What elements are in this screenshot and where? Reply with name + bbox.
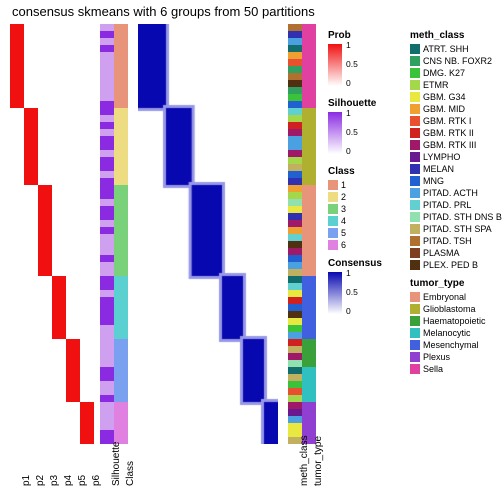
xlabel-p4: p4	[63, 475, 74, 486]
track-silhouette	[100, 24, 114, 444]
legend-Prob: Prob10.50	[328, 30, 406, 90]
track-p5	[66, 24, 80, 444]
track-class	[114, 24, 128, 444]
track-tumor_type	[302, 24, 316, 444]
track-p4	[52, 24, 66, 444]
xlabel-class: Class	[125, 461, 136, 486]
track-p3	[38, 24, 52, 444]
legend-Silhouette: Silhouette10.50	[328, 98, 406, 158]
chart-title: consensus skmeans with 6 groups from 50 …	[12, 4, 315, 19]
xlabel-silhouette: Silhouette	[111, 442, 122, 486]
heatmap	[10, 24, 320, 444]
legend-Consensus: Consensus10.50	[328, 258, 406, 318]
xlabel-tumor_type: tumor_type	[313, 436, 324, 486]
xlabel-p6: p6	[91, 475, 102, 486]
xlabel-p5: p5	[77, 475, 88, 486]
track-p2	[24, 24, 38, 444]
xlabel-p2: p2	[35, 475, 46, 486]
track-consensus	[138, 24, 278, 444]
xlabel-p1: p1	[21, 475, 32, 486]
track-p6	[80, 24, 94, 444]
track-p1	[10, 24, 24, 444]
xlabel-meth_class: meth_class	[299, 435, 310, 486]
legend-meth_class: meth_classATRT. SHHCNS NB. FOXR2DMG. K27…	[410, 30, 502, 270]
xlabel-p3: p3	[49, 475, 60, 486]
legend-area: Prob10.50 Silhouette10.50 Class123456 Conse…	[328, 30, 502, 500]
track-meth_class	[288, 24, 302, 444]
legend-Class: Class123456	[328, 166, 406, 250]
legend-tumor_type: tumor_typeEmbryonalGlioblastomaHaematopo…	[410, 278, 502, 374]
x-axis-labels: p1p2p3p4p5p6SilhouetteClassmeth_classtum…	[10, 446, 320, 496]
